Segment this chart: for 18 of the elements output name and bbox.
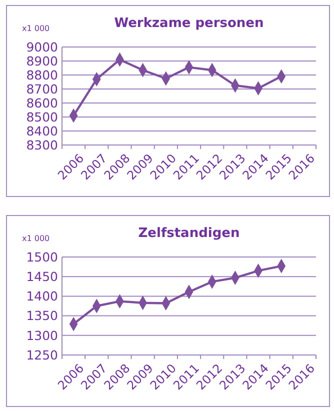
y-tick-label: 9000 [26,39,58,54]
y-tick-label: 1500 [26,249,58,264]
y-tick-label: 8600 [26,95,58,110]
y-tick-label: 8700 [26,81,58,96]
y-tick-label: 1300 [26,328,58,343]
y-tick-label: 1250 [26,347,58,362]
y-tick-label: 1450 [26,268,58,284]
y-axis-title: x1 000 [22,24,50,33]
y-axis-title: x1 000 [22,234,50,243]
y-tick-label: 8900 [26,53,58,68]
y-tick-label: 1400 [26,288,58,304]
y-tick-label: 8400 [26,123,58,138]
chart-title: Werkzame personen [114,16,264,31]
y-tick-label: 1350 [26,308,58,324]
chart-title: Zelfstandigen [138,226,240,241]
y-tick-label: 8800 [26,67,58,82]
y-tick-label: 8300 [26,137,58,152]
y-tick-label: 8500 [26,109,58,124]
